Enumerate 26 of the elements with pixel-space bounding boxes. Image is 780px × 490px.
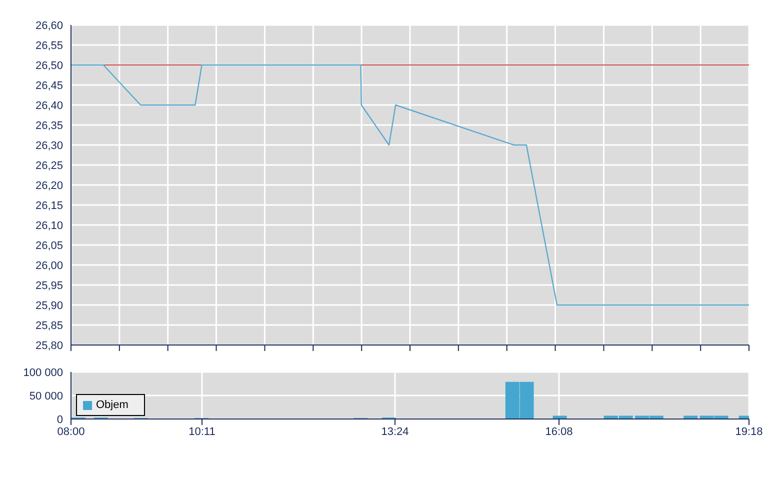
- x-tick-label: 16:08: [545, 426, 573, 438]
- y-tick-label: 26,20: [35, 180, 63, 192]
- y-tick-label: 26,15: [35, 200, 63, 212]
- x-tick-label: 19:18: [735, 426, 763, 438]
- y-tick-label: 26,40: [35, 100, 63, 112]
- y-tick-label: 100 000: [23, 366, 63, 379]
- y-tick-label: 26,55: [35, 40, 63, 52]
- y-tick-label: 0: [56, 414, 63, 426]
- y-tick-label: 26,45: [35, 80, 63, 92]
- y-tick-label: 26,50: [35, 60, 63, 72]
- y-tick-label: 25,90: [35, 300, 63, 312]
- y-tick-label: 26,25: [35, 160, 63, 172]
- x-tick-label: 13:24: [381, 426, 409, 438]
- y-tick-label: 50 000: [29, 390, 63, 402]
- legend-label: Objem: [96, 399, 128, 411]
- y-tick-label: 26,60: [35, 20, 63, 32]
- y-tick-label: 25,80: [35, 340, 63, 352]
- y-tick-label: 26,30: [35, 140, 63, 152]
- y-tick-label: 25,85: [35, 320, 63, 332]
- x-tick-label: 08:00: [57, 426, 85, 438]
- y-tick-label: 26,00: [35, 260, 63, 272]
- y-tick-label: 26,10: [35, 220, 63, 232]
- x-tick-label: 10:11: [188, 426, 216, 438]
- y-tick-label: 25,95: [35, 280, 63, 292]
- y-tick-label: 26,05: [35, 240, 63, 252]
- y-tick-label: 26,35: [35, 120, 63, 132]
